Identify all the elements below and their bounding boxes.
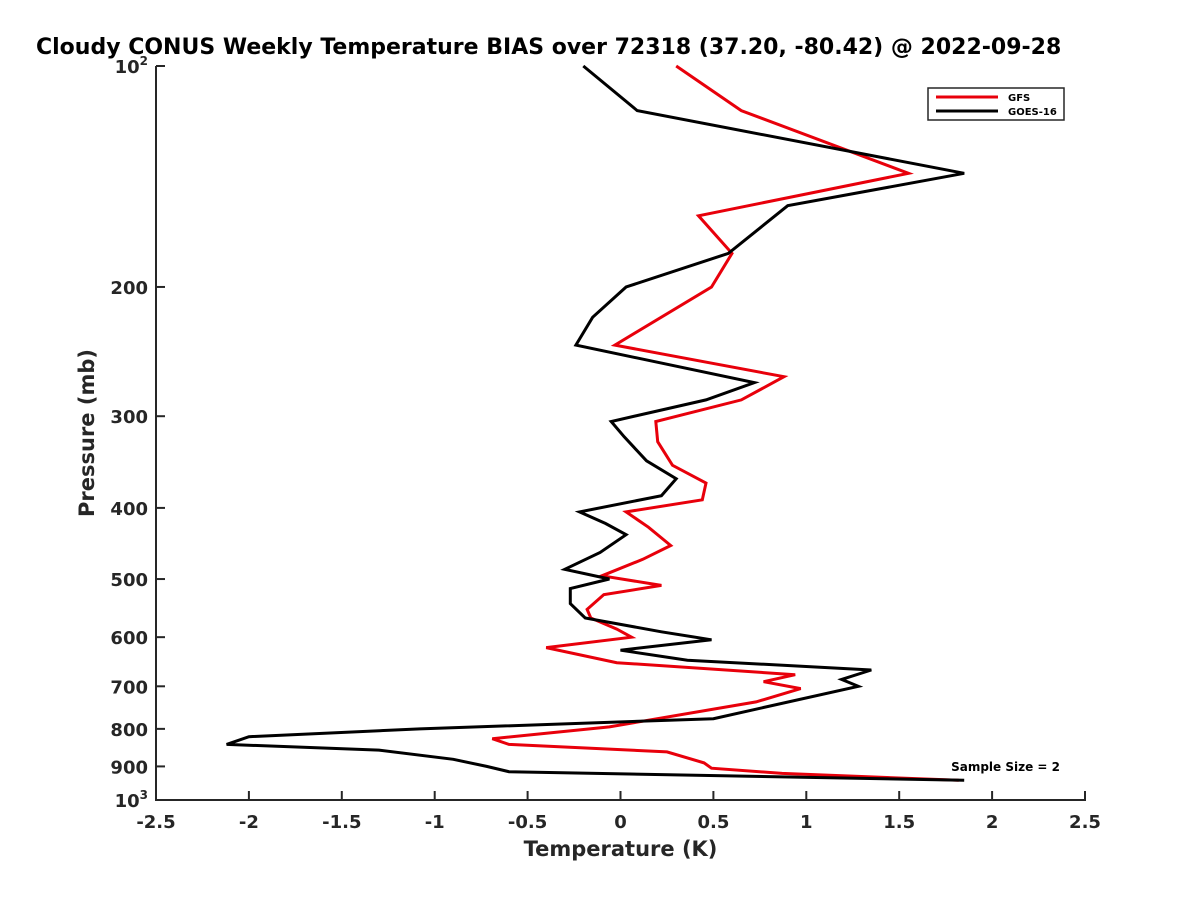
x-tick-label: -2 xyxy=(239,812,259,833)
y-axis-ticks: 102 200 300 400 500 600 700 800 900 103 xyxy=(110,54,165,812)
x-tick-label: 2 xyxy=(986,812,999,833)
y-tick-label: 400 xyxy=(110,499,148,520)
series-line-gfs xyxy=(491,64,959,782)
y-tick-label: 102 xyxy=(115,54,148,78)
y-tick-label: 500 xyxy=(110,570,148,591)
x-tick-label: -1 xyxy=(425,812,445,833)
x-tick-label: 2.5 xyxy=(1069,812,1101,833)
legend: GFS GOES-16 xyxy=(927,87,1065,121)
y-tick-label: 800 xyxy=(110,720,148,741)
legend-label: GOES-16 xyxy=(1008,107,1057,118)
y-tick-label: 300 xyxy=(110,407,148,428)
sample-size-annotation: Sample Size = 2 xyxy=(951,760,1060,774)
x-tick-label: 0.5 xyxy=(697,812,729,833)
series-layer xyxy=(226,64,965,782)
series-line-goes-16 xyxy=(226,64,965,782)
x-axis-ticks: -2.5 -2 -1.5 -1 -0.5 0 0.5 1 1.5 2 2.5 xyxy=(136,791,1101,833)
legend-box xyxy=(927,87,1065,121)
y-tick-label: 600 xyxy=(110,628,148,649)
x-tick-label: -1.5 xyxy=(322,812,361,833)
x-tick-label: 1.5 xyxy=(883,812,915,833)
x-tick-label: 0 xyxy=(614,812,627,833)
x-tick-label: -0.5 xyxy=(508,812,547,833)
y-tick-label: 200 xyxy=(110,278,148,299)
y-tick-label: 103 xyxy=(115,788,148,812)
y-tick-label: 700 xyxy=(110,677,148,698)
x-tick-label: -2.5 xyxy=(136,812,175,833)
chart-title: Cloudy CONUS Weekly Temperature BIAS ove… xyxy=(36,35,1061,60)
axes xyxy=(155,66,1086,801)
y-axis-label: Pressure (mb) xyxy=(75,349,99,517)
x-tick-label: 1 xyxy=(800,812,813,833)
legend-label: GFS xyxy=(1008,93,1030,104)
x-axis-label: Temperature (K) xyxy=(524,837,718,861)
y-tick-label: 900 xyxy=(110,757,148,778)
